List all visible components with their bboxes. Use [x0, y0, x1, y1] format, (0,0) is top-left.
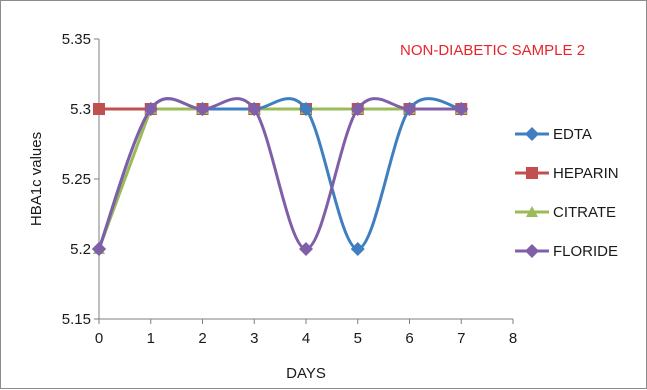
data-point-floride: [92, 242, 106, 256]
data-point-floride: [195, 102, 210, 116]
x-axis-title: DAYS: [286, 365, 326, 382]
data-point-edta: [299, 102, 313, 116]
x-tick-label: 3: [250, 330, 258, 347]
x-tick-label: 5: [354, 330, 362, 347]
series-line-citrate: [97, 107, 463, 251]
legend-swatch-marker: [525, 244, 539, 258]
chart-title: NON-DIABETIC SAMPLE 2: [400, 42, 585, 59]
data-point-floride: [350, 102, 365, 116]
data-point-heparin: [93, 103, 105, 115]
data-point-floride: [143, 102, 158, 116]
legend-item-heparin: HEPARIN: [515, 165, 619, 182]
legend-item-citrate: CITRATE: [515, 204, 616, 221]
data-point-floride: [402, 102, 417, 116]
x-tick-label: 7: [457, 330, 465, 347]
series-citrate: [93, 103, 468, 254]
x-tick-label: 4: [302, 330, 310, 347]
series-floride: [92, 97, 469, 256]
x-tick-label: 8: [509, 330, 517, 347]
legend-label-floride: FLORIDE: [553, 243, 618, 260]
x-tick-label: 0: [95, 330, 103, 347]
x-tick-label: 2: [198, 330, 206, 347]
series-line-edta: [97, 97, 463, 251]
legend: EDTA HEPARIN CITRATE FLORIDE: [515, 126, 619, 260]
legend-swatch-marker: [526, 206, 538, 217]
legend-label-citrate: CITRATE: [553, 204, 616, 221]
y-tick-label: 5.15: [62, 311, 91, 328]
legend-label-heparin: HEPARIN: [553, 165, 619, 182]
series-layer: [92, 97, 469, 256]
y-axis-title: HBA1c values: [28, 132, 45, 226]
y-tick-label: 5.25: [62, 171, 91, 188]
x-tick-label: 6: [405, 330, 413, 347]
x-tick-label: 1: [147, 330, 155, 347]
legend-swatch-marker: [526, 167, 538, 179]
axes: 5.15 5.2 5.25 5.3 5.35 0 1 2 3 4 5 6 7 8: [62, 31, 517, 347]
data-point-floride: [247, 102, 262, 116]
data-point-floride: [454, 102, 469, 116]
series-line-floride: [97, 97, 463, 251]
y-tick-label: 5.35: [62, 31, 91, 48]
data-point-edta: [350, 242, 365, 256]
legend-item-floride: FLORIDE: [515, 243, 618, 260]
data-point-floride: [299, 242, 313, 256]
legend-item-edta: EDTA: [515, 126, 592, 143]
series-edta: [92, 97, 469, 256]
y-tick-label: 5.2: [70, 241, 91, 258]
y-tick-label: 5.3: [70, 101, 91, 118]
legend-label-edta: EDTA: [553, 126, 592, 143]
legend-swatch-marker: [525, 127, 539, 141]
